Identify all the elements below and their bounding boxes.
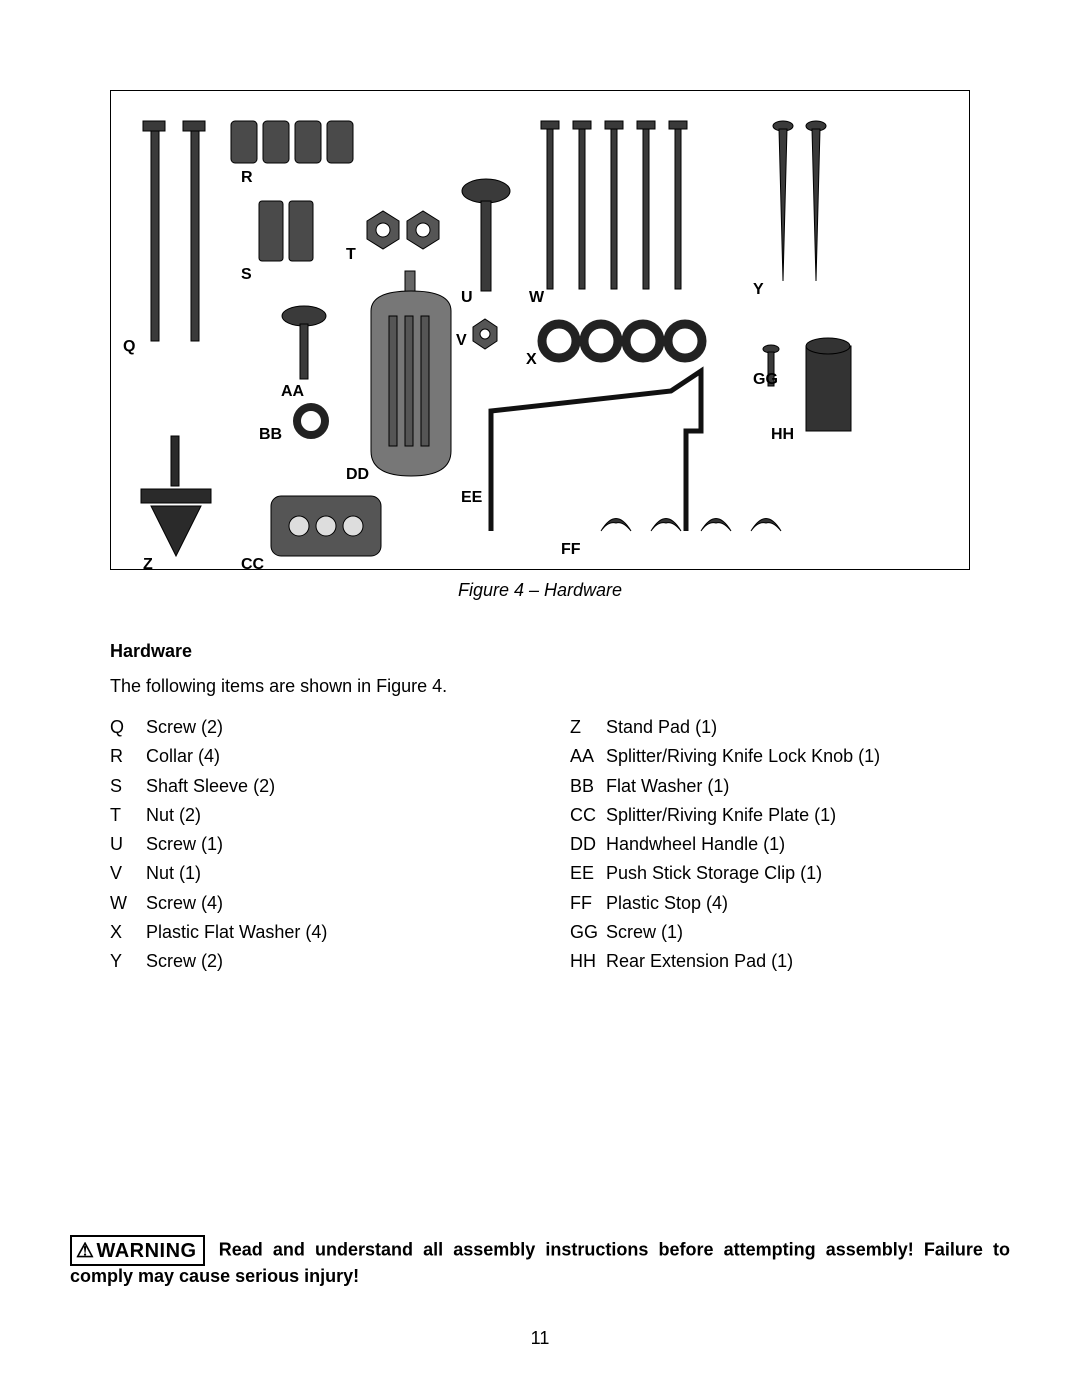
warning-badge: WARNING: [70, 1235, 205, 1266]
label-dd: DD: [346, 466, 369, 484]
label-t: T: [346, 246, 356, 264]
item-desc: Stand Pad (1): [606, 715, 717, 739]
item-desc: Shaft Sleeve (2): [146, 774, 275, 798]
item-desc: Screw (4): [146, 891, 223, 915]
item-desc: Flat Washer (1): [606, 774, 729, 798]
item-letter: Y: [110, 949, 146, 973]
item-desc: Plastic Flat Washer (4): [146, 920, 327, 944]
item-letter: S: [110, 774, 146, 798]
item-desc: Nut (2): [146, 803, 201, 827]
label-v: V: [456, 332, 467, 350]
hardware-item: GGScrew (1): [570, 920, 970, 944]
item-desc: Rear Extension Pad (1): [606, 949, 793, 973]
item-letter: HH: [570, 949, 606, 973]
item-letter: U: [110, 832, 146, 856]
hardware-svg: [111, 91, 971, 571]
item-letter: V: [110, 861, 146, 885]
hardware-item: CCSplitter/Riving Knife Plate (1): [570, 803, 970, 827]
hardware-columns: QScrew (2)RCollar (4)SShaft Sleeve (2)TN…: [110, 715, 970, 979]
item-desc: Handwheel Handle (1): [606, 832, 785, 856]
item-letter: Q: [110, 715, 146, 739]
item-letter: X: [110, 920, 146, 944]
label-gg: GG: [753, 371, 778, 389]
figure-caption: Figure 4 – Hardware: [110, 580, 970, 601]
hardware-item: HHRear Extension Pad (1): [570, 949, 970, 973]
hardware-item: ZStand Pad (1): [570, 715, 970, 739]
hardware-item: BBFlat Washer (1): [570, 774, 970, 798]
item-desc: Splitter/Riving Knife Lock Knob (1): [606, 744, 880, 768]
label-aa: AA: [281, 383, 304, 401]
hardware-title: Hardware: [110, 641, 970, 662]
item-desc: Screw (1): [606, 920, 683, 944]
item-desc: Screw (1): [146, 832, 223, 856]
item-letter: CC: [570, 803, 606, 827]
hardware-item: FFPlastic Stop (4): [570, 891, 970, 915]
hardware-item: TNut (2): [110, 803, 510, 827]
hardware-left-col: QScrew (2)RCollar (4)SShaft Sleeve (2)TN…: [110, 715, 510, 979]
item-letter: GG: [570, 920, 606, 944]
hardware-item: VNut (1): [110, 861, 510, 885]
item-desc: Plastic Stop (4): [606, 891, 728, 915]
hardware-right-col: ZStand Pad (1)AASplitter/Riving Knife Lo…: [570, 715, 970, 979]
item-desc: Screw (2): [146, 715, 223, 739]
hardware-item: QScrew (2): [110, 715, 510, 739]
item-letter: EE: [570, 861, 606, 885]
hardware-item: XPlastic Flat Washer (4): [110, 920, 510, 944]
item-letter: W: [110, 891, 146, 915]
item-letter: Z: [570, 715, 606, 739]
hardware-item: WScrew (4): [110, 891, 510, 915]
hardware-item: UScrew (1): [110, 832, 510, 856]
label-hh: HH: [771, 426, 794, 444]
warning-text: Read and understand all assembly instruc…: [70, 1239, 1010, 1286]
hardware-item: AASplitter/Riving Knife Lock Knob (1): [570, 744, 970, 768]
label-cc: CC: [241, 556, 264, 574]
label-z: Z: [143, 556, 153, 574]
item-letter: DD: [570, 832, 606, 856]
label-u: U: [461, 289, 473, 307]
label-x: X: [526, 351, 537, 369]
item-letter: T: [110, 803, 146, 827]
item-desc: Screw (2): [146, 949, 223, 973]
item-letter: AA: [570, 744, 606, 768]
label-r: R: [241, 169, 253, 187]
label-y: Y: [753, 281, 764, 299]
item-letter: R: [110, 744, 146, 768]
hardware-intro: The following items are shown in Figure …: [110, 676, 970, 697]
hardware-item: SShaft Sleeve (2): [110, 774, 510, 798]
label-ff: FF: [561, 541, 581, 559]
item-letter: BB: [570, 774, 606, 798]
item-desc: Collar (4): [146, 744, 220, 768]
hardware-item: RCollar (4): [110, 744, 510, 768]
page-number: 11: [0, 1328, 1080, 1349]
item-desc: Splitter/Riving Knife Plate (1): [606, 803, 836, 827]
hardware-item: DDHandwheel Handle (1): [570, 832, 970, 856]
label-q: Q: [123, 338, 135, 356]
hardware-item: YScrew (2): [110, 949, 510, 973]
warning-block: WARNING Read and understand all assembly…: [70, 1235, 1010, 1287]
label-bb: BB: [259, 426, 282, 444]
item-desc: Nut (1): [146, 861, 201, 885]
item-desc: Push Stick Storage Clip (1): [606, 861, 822, 885]
item-letter: FF: [570, 891, 606, 915]
hardware-figure: Q R S T U V W X Y Z AA BB CC DD EE FF GG…: [110, 90, 970, 570]
label-ee: EE: [461, 489, 482, 507]
hardware-item: EEPush Stick Storage Clip (1): [570, 861, 970, 885]
label-w: W: [529, 289, 544, 307]
label-s: S: [241, 266, 252, 284]
